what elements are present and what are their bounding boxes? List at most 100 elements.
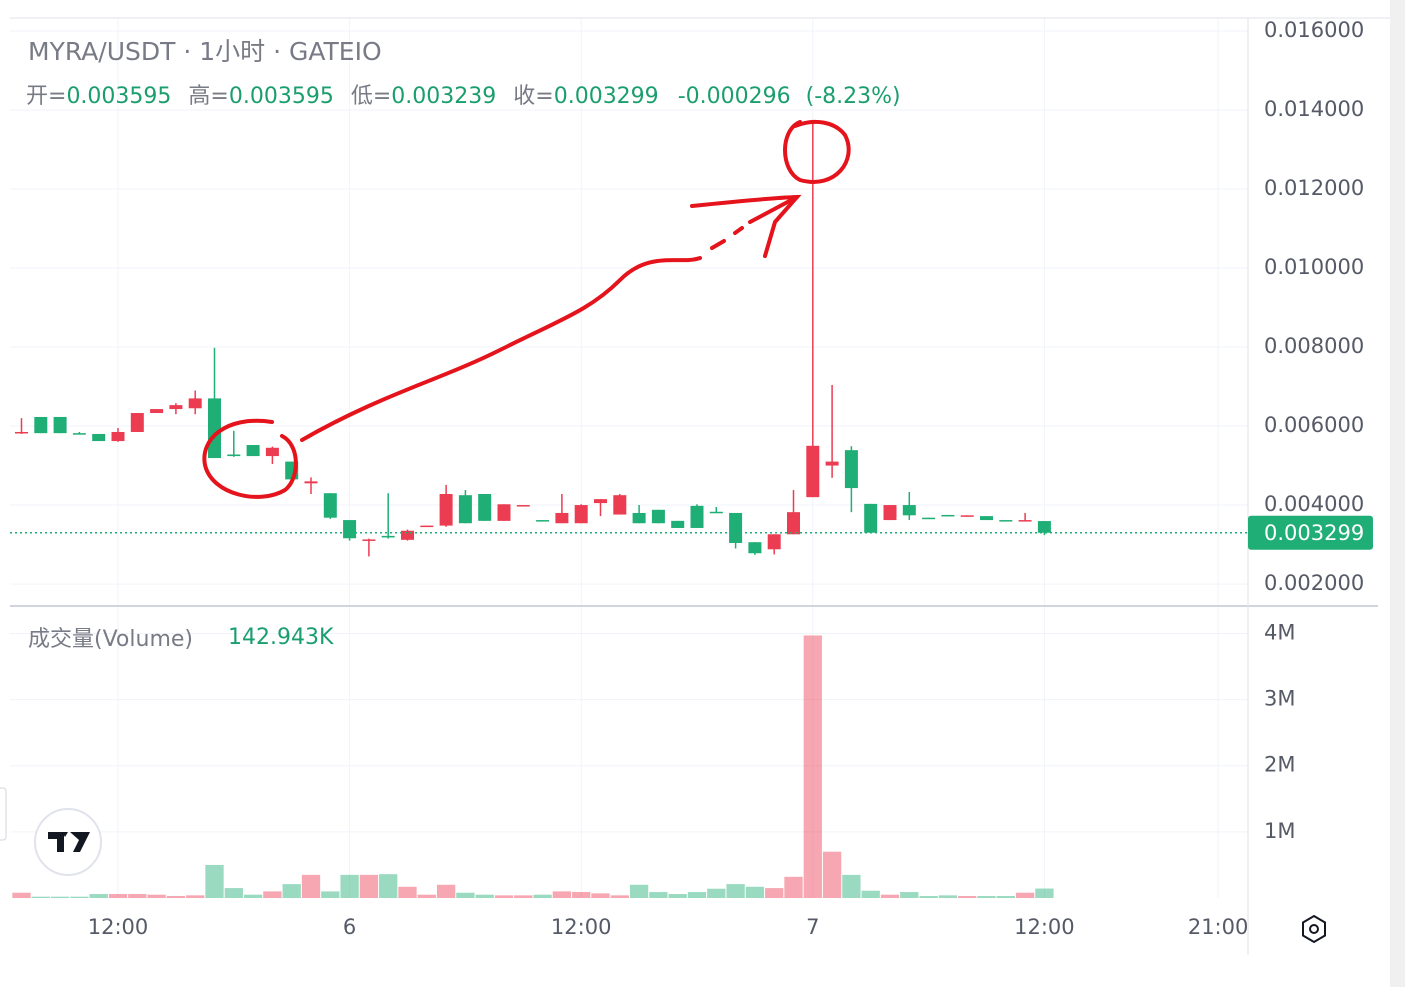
close-value: 0.003299: [554, 84, 659, 109]
volume-bar: [591, 893, 610, 898]
volume-bar: [379, 874, 398, 898]
scrollbar: [1390, 0, 1405, 987]
open-label: 开=: [26, 84, 66, 109]
candle-body: [1018, 520, 1032, 522]
candle-body: [999, 520, 1013, 522]
candle-body: [439, 493, 453, 526]
volume-last: 142.943K: [228, 625, 334, 650]
candle-body: [787, 512, 800, 535]
candle-body: [671, 520, 685, 528]
volume-bar: [70, 896, 89, 898]
candle-body: [574, 505, 588, 524]
candle-body: [188, 398, 202, 409]
candle-body: [246, 445, 260, 457]
candle-body: [941, 514, 955, 517]
volume-bar: [900, 892, 919, 898]
candle-body: [111, 431, 125, 442]
candle-body: [208, 398, 221, 459]
last-price-badge: [1248, 515, 1373, 550]
volume-bar: [572, 892, 591, 898]
candle-body: [864, 503, 878, 533]
volume-bar: [533, 894, 552, 898]
candle-body: [767, 534, 781, 550]
low-value: 0.003239: [391, 84, 496, 109]
high-label: 高=: [188, 84, 228, 109]
volume-bar: [938, 895, 958, 898]
high-value: 0.003595: [229, 84, 334, 109]
volume-bar: [977, 896, 996, 898]
volume-bar: [996, 896, 1015, 898]
volume-bar: [166, 896, 186, 898]
volume-bar: [1015, 892, 1035, 898]
candle-body: [960, 515, 974, 517]
logo: [34, 808, 102, 876]
volume-bar: [514, 895, 533, 898]
candle-body: [902, 505, 916, 516]
change-pct: (-8.23%): [806, 84, 901, 109]
volume-bar: [340, 874, 359, 898]
y-tick-label: 0.012000: [1264, 176, 1364, 200]
volume-bar: [822, 851, 842, 898]
last-price-label: 0.003299: [1264, 521, 1364, 545]
volume-bar: [243, 894, 263, 898]
candle-body: [150, 409, 164, 414]
volume-bar: [765, 888, 784, 898]
candle-body: [883, 505, 897, 521]
volume-bar: [958, 896, 977, 898]
close-label: 收=: [513, 84, 553, 109]
volume-bar: [475, 894, 494, 898]
volume-bar: [919, 896, 938, 898]
open-value: 0.003595: [66, 84, 171, 109]
candle-body: [381, 535, 395, 538]
candle-body: [265, 447, 279, 457]
candle-body: [690, 505, 704, 528]
candle-body: [825, 461, 839, 466]
volume-bar: [880, 894, 900, 898]
candle-body: [401, 530, 414, 540]
candle-body: [72, 433, 86, 435]
y-tick-label: 0.004000: [1264, 492, 1364, 516]
annotation-circle: [202, 418, 298, 499]
candle-body: [806, 445, 820, 498]
candle-body: [516, 505, 530, 507]
volume-bar: [89, 894, 108, 898]
volume-bar: [436, 884, 456, 898]
volume-bar: [649, 892, 668, 898]
candle-body: [497, 504, 511, 521]
volume-bar: [263, 891, 282, 898]
candle-body: [709, 511, 723, 514]
volume-title: 成交量(Volume): [28, 627, 193, 652]
annotation: [202, 119, 851, 499]
change: -0.000296: [678, 84, 791, 109]
candle-body: [362, 539, 376, 541]
candle-body: [227, 454, 241, 457]
candle-body: [980, 516, 993, 521]
volume-bar: [205, 864, 224, 898]
candle-body: [748, 542, 762, 554]
candle-body: [729, 512, 743, 543]
y-tick-label: 0.014000: [1264, 97, 1364, 121]
volume-bar: [842, 874, 861, 898]
volume-bar: [861, 890, 880, 898]
x-tick-label: 7: [806, 915, 819, 939]
logo-circle: [34, 808, 102, 876]
volume-bar: [668, 894, 687, 898]
volume-bar: [282, 884, 301, 898]
volume-bar: [687, 892, 707, 898]
volume-bar: [629, 884, 649, 898]
y-tick-label: 0.016000: [1264, 18, 1364, 42]
volume-bar: [610, 895, 629, 898]
y-tick-label: 4M: [1264, 620, 1295, 644]
y-tick-label: 0.002000: [1264, 571, 1364, 595]
settings-icon[interactable]: [1302, 914, 1326, 944]
grid: [10, 18, 1248, 898]
candle-body: [632, 512, 646, 524]
y-tick-label: 0.006000: [1264, 413, 1364, 437]
volume-bar: [456, 892, 475, 898]
side-tab[interactable]: [0, 787, 7, 841]
candle-body: [130, 413, 144, 432]
y-tick-label: 3M: [1264, 687, 1295, 711]
volume-bar: [31, 896, 50, 898]
volume-bar: [494, 895, 514, 898]
